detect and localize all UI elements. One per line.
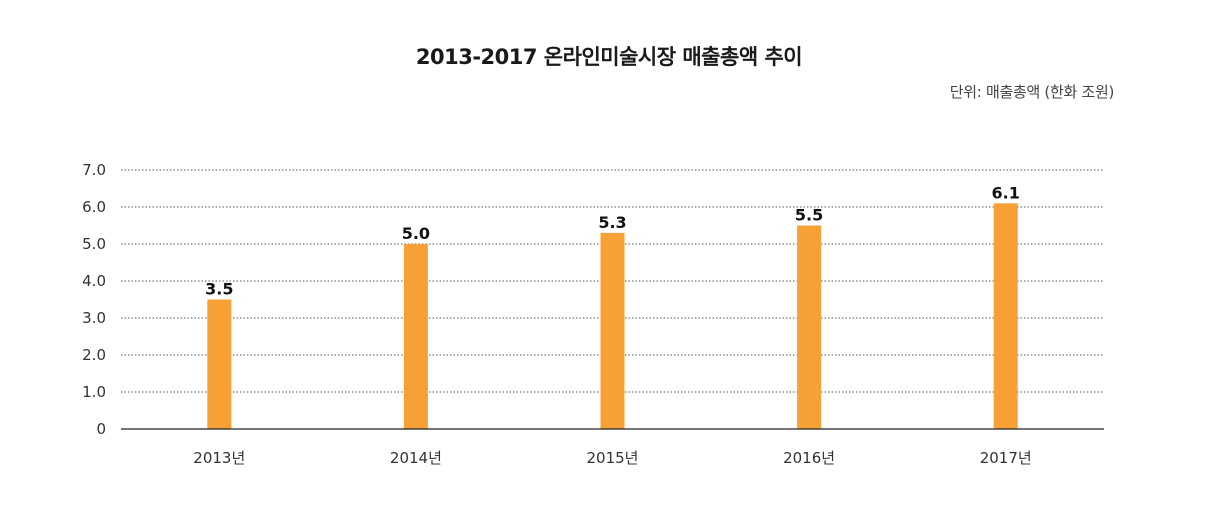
x-tick-label: 2017년 <box>980 449 1032 467</box>
chart-title: 2013-2017 온라인미술시장 매출총액 추이 <box>415 45 803 69</box>
x-axis-ticks: 2013년 2014년 2015년 2016년 2017년 <box>193 449 1031 467</box>
x-tick-label: 2013년 <box>193 449 245 467</box>
data-label: 5.5 <box>795 206 823 225</box>
data-label: 5.3 <box>598 213 626 232</box>
y-tick-label: 6.0 <box>82 198 106 216</box>
y-axis-ticks: 0 1.0 2.0 3.0 4.0 5.0 6.0 7.0 <box>82 161 106 438</box>
bars <box>207 203 1018 429</box>
unit-label: 단위: 매출총액 (한화 조원) <box>949 83 1115 101</box>
data-label: 3.5 <box>205 280 233 299</box>
bar <box>207 299 232 429</box>
data-label: 5.0 <box>402 224 430 243</box>
x-tick-label: 2016년 <box>783 449 835 467</box>
bar <box>600 232 625 429</box>
y-tick-label: 5.0 <box>82 235 106 253</box>
data-labels: 3.5 5.0 5.3 5.5 6.1 <box>205 183 1020 298</box>
bar <box>993 203 1018 429</box>
x-tick-label: 2015년 <box>587 449 639 467</box>
y-tick-label: 3.0 <box>82 309 106 327</box>
y-tick-label: 7.0 <box>82 161 106 179</box>
bar <box>403 244 428 429</box>
data-label: 6.1 <box>992 183 1020 202</box>
x-tick-label: 2014년 <box>390 449 442 467</box>
y-tick-label: 1.0 <box>82 383 106 401</box>
y-tick-label: 4.0 <box>82 272 106 290</box>
y-tick-label: 0 <box>96 420 106 438</box>
bar <box>797 225 822 429</box>
y-tick-label: 2.0 <box>82 346 106 364</box>
